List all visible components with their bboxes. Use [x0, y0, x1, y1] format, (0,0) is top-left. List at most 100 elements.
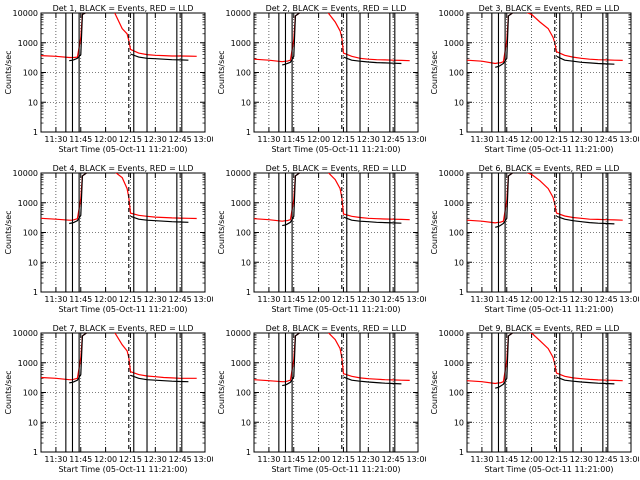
y-tick-label: 100: [236, 69, 251, 78]
y-tick-label: 1000: [444, 359, 464, 368]
y-axis-label: Counts/sec: [430, 50, 439, 94]
detector-panel-7: 1 10 100 1000 10000 11:30 11:45 12:00 12:15 12:30…: [0, 320, 213, 480]
x-axis-label: Start Time (05-Oct-11 11:21:00): [484, 145, 613, 154]
series-group: [254, 13, 410, 66]
series-group: [41, 173, 197, 225]
x-tick-label: 12:00: [94, 295, 117, 304]
x-tick-label: 12:45: [382, 295, 405, 304]
chart-svg: 1 10 100 1000 10000 11:30 11:45 12:00 12:15 12:30…: [217, 164, 426, 314]
detector-panel-1: 1 10 100 1000 10000 11:30 11:45 12:00 12:15 12:30…: [0, 0, 213, 160]
y-axis-label: Counts/sec: [430, 370, 439, 414]
x-tick-label: 12:45: [169, 135, 192, 144]
y-tick-label: 1000: [18, 199, 38, 208]
y-tick-label: 100: [23, 389, 38, 398]
detector-panel-9: 1 10 100 1000 10000 11:30 11:45 12:00 12:15 12:30…: [426, 320, 639, 480]
series-group: [467, 333, 623, 389]
x-tick-label: 12:30: [144, 135, 167, 144]
x-tick-label: 11:30: [257, 135, 280, 144]
x-axis-label: Start Time (05-Oct-11 11:21:00): [271, 465, 400, 474]
y-tick-label: 10000: [13, 9, 38, 18]
x-tick-label: 12:45: [169, 455, 192, 464]
x-tick-label: 13:00: [406, 295, 426, 304]
detector-panel-2: 1 10 100 1000 10000 11:30 11:45 12:00 12:15 12:30…: [213, 0, 426, 160]
y-tick-label: 10: [454, 98, 464, 107]
series-group: [467, 173, 623, 228]
x-tick-label: 12:30: [144, 295, 167, 304]
series-line-red: [41, 173, 197, 221]
y-tick-label: 10: [454, 418, 464, 427]
x-tick-label: 12:00: [520, 295, 543, 304]
y-tick-label: 10000: [439, 9, 464, 18]
series-line-black: [282, 13, 402, 66]
chart-title: Det 8, BLACK = Events, RED = LLD: [266, 324, 407, 333]
x-tick-label: 11:45: [495, 135, 518, 144]
y-tick-label: 10000: [439, 169, 464, 178]
x-tick-label: 13:00: [619, 135, 639, 144]
x-tick-label: 13:00: [193, 135, 213, 144]
y-tick-label: 10000: [13, 169, 38, 178]
series-group: [254, 333, 410, 387]
y-tick-label: 1000: [231, 39, 251, 48]
x-tick-label: 11:45: [69, 135, 92, 144]
x-tick-label: 11:45: [282, 135, 305, 144]
y-tick-label: 100: [236, 389, 251, 398]
chart-title: Det 1, BLACK = Events, RED = LLD: [53, 4, 194, 13]
series-line-red: [467, 333, 623, 385]
y-tick-label: 10: [241, 418, 251, 427]
y-tick-label: 10000: [13, 329, 38, 338]
y-tick-label: 100: [236, 229, 251, 238]
x-tick-label: 11:30: [257, 295, 280, 304]
y-axis-label: Counts/sec: [430, 210, 439, 254]
y-tick-label: 1000: [18, 359, 38, 368]
y-tick-label: 10: [28, 98, 38, 107]
x-tick-label: 12:00: [307, 295, 330, 304]
x-tick-label: 12:15: [545, 135, 568, 144]
x-tick-label: 11:45: [69, 295, 92, 304]
x-tick-label: 13:00: [406, 135, 426, 144]
detector-panel-4: 1 10 100 1000 10000 11:30 11:45 12:00 12:15 12:30…: [0, 160, 213, 320]
x-tick-label: 12:15: [332, 295, 355, 304]
y-axis-label: Counts/sec: [4, 210, 13, 254]
x-tick-label: 12:15: [545, 295, 568, 304]
x-tick-label: 11:45: [282, 455, 305, 464]
y-tick-label: 1: [246, 128, 251, 137]
x-axis-label: Start Time (05-Oct-11 11:21:00): [484, 465, 613, 474]
y-tick-label: 1000: [231, 199, 251, 208]
x-tick-label: 13:00: [193, 295, 213, 304]
x-tick-label: 12:00: [307, 135, 330, 144]
series-group: [41, 13, 197, 62]
x-axis-label: Start Time (05-Oct-11 11:21:00): [484, 305, 613, 314]
x-axis-label: Start Time (05-Oct-11 11:21:00): [271, 305, 400, 314]
y-tick-label: 10: [241, 98, 251, 107]
chart-title: Det 2, BLACK = Events, RED = LLD: [266, 4, 407, 13]
chart-svg: 1 10 100 1000 10000 11:30 11:45 12:00 12:15 12:30…: [217, 324, 426, 474]
y-tick-label: 1000: [231, 359, 251, 368]
y-tick-label: 1: [459, 128, 464, 137]
series-line-red: [254, 333, 410, 383]
x-axis-label: Start Time (05-Oct-11 11:21:00): [271, 145, 400, 154]
x-tick-label: 11:45: [282, 295, 305, 304]
x-tick-label: 11:30: [44, 135, 67, 144]
x-tick-label: 11:30: [44, 455, 67, 464]
chart-svg: 1 10 100 1000 10000 11:30 11:45 12:00 12:15 12:30…: [217, 4, 426, 154]
x-tick-label: 12:00: [520, 135, 543, 144]
y-tick-label: 1: [246, 288, 251, 297]
x-axis-label: Start Time (05-Oct-11 11:21:00): [58, 305, 187, 314]
x-tick-label: 11:30: [44, 295, 67, 304]
x-tick-label: 13:00: [193, 455, 213, 464]
x-tick-label: 11:30: [470, 295, 493, 304]
y-tick-label: 1: [33, 288, 38, 297]
series-group: [41, 333, 197, 384]
y-axis-label: Counts/sec: [217, 50, 226, 94]
chart-svg: 1 10 100 1000 10000 11:30 11:45 12:00 12:15 12:30…: [4, 324, 213, 474]
y-axis-label: Counts/sec: [4, 50, 13, 94]
series-line-red: [254, 173, 410, 222]
x-tick-label: 12:15: [119, 455, 142, 464]
x-tick-label: 12:15: [332, 135, 355, 144]
y-axis-label: Counts/sec: [217, 370, 226, 414]
y-tick-label: 1000: [444, 199, 464, 208]
y-tick-label: 1: [246, 448, 251, 457]
x-tick-label: 13:00: [406, 455, 426, 464]
x-tick-label: 12:30: [357, 135, 380, 144]
